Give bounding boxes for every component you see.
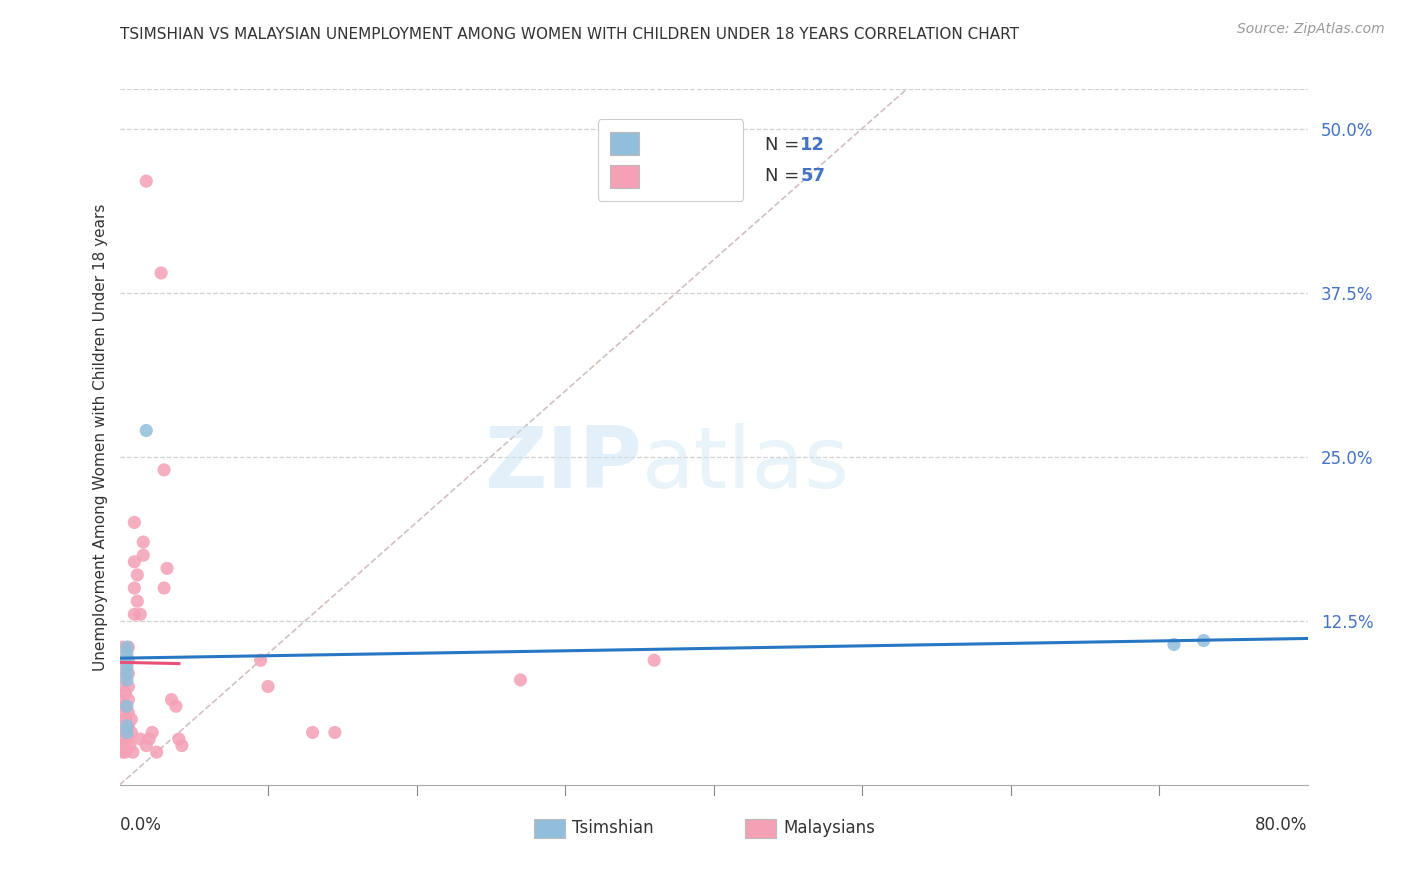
Point	[114, 745, 136, 759]
Point	[111, 653, 134, 667]
Point	[111, 739, 134, 753]
Point	[323, 725, 346, 739]
Point	[111, 731, 134, 746]
Point	[117, 666, 139, 681]
Point	[115, 673, 138, 687]
Point	[117, 680, 139, 694]
Point	[124, 607, 146, 622]
Point	[122, 745, 145, 759]
Text: TSIMSHIAN VS MALAYSIAN UNEMPLOYMENT AMONG WOMEN WITH CHILDREN UNDER 18 YEARS COR: TSIMSHIAN VS MALAYSIAN UNEMPLOYMENT AMON…	[120, 27, 1018, 42]
Point	[1192, 633, 1215, 648]
Text: 0.011: 0.011	[689, 136, 745, 153]
Text: Malaysians: Malaysians	[783, 819, 875, 837]
Text: 0.0%: 0.0%	[120, 816, 162, 834]
Point	[115, 719, 138, 733]
Point	[124, 555, 146, 569]
Point	[115, 660, 138, 674]
Text: N =: N =	[765, 136, 804, 153]
Point	[124, 516, 146, 530]
Point	[117, 640, 139, 654]
Point	[135, 739, 157, 753]
Point	[170, 739, 193, 753]
Point	[141, 725, 163, 739]
Text: R =: R =	[651, 136, 689, 153]
Point	[129, 607, 152, 622]
Point	[115, 699, 138, 714]
Point	[115, 647, 138, 661]
Point	[111, 640, 134, 654]
Point	[165, 699, 187, 714]
Point	[643, 653, 665, 667]
Point	[135, 174, 157, 188]
Point	[115, 725, 138, 739]
Point	[115, 640, 138, 654]
Point	[153, 581, 176, 595]
Point	[120, 725, 142, 739]
Point	[132, 535, 155, 549]
Text: 0.370: 0.370	[689, 167, 745, 186]
Point	[160, 692, 183, 706]
Legend:               ,               : ,	[598, 120, 744, 201]
Point	[117, 692, 139, 706]
Point	[127, 594, 149, 608]
Text: 57: 57	[800, 167, 825, 186]
Point	[153, 463, 176, 477]
Point	[120, 712, 142, 726]
Point	[117, 731, 139, 746]
Point	[132, 548, 155, 562]
Y-axis label: Unemployment Among Women with Children Under 18 years: Unemployment Among Women with Children U…	[93, 203, 108, 671]
Point	[111, 719, 134, 733]
Point	[114, 712, 136, 726]
Point	[111, 692, 134, 706]
Point	[115, 666, 138, 681]
Text: ZIP: ZIP	[485, 424, 643, 507]
Point	[127, 568, 149, 582]
Point	[1163, 638, 1185, 652]
Point	[145, 745, 167, 759]
Text: atlas: atlas	[643, 424, 851, 507]
Point	[129, 731, 152, 746]
Point	[135, 424, 157, 438]
Point	[114, 686, 136, 700]
Point	[114, 699, 136, 714]
Text: N =: N =	[765, 167, 804, 186]
Text: Source: ZipAtlas.com: Source: ZipAtlas.com	[1237, 22, 1385, 37]
Point	[117, 706, 139, 720]
Point	[114, 725, 136, 739]
Point	[115, 653, 138, 667]
Point	[117, 719, 139, 733]
Point	[124, 581, 146, 595]
Point	[117, 653, 139, 667]
Point	[249, 653, 271, 667]
Point	[118, 739, 141, 753]
Text: 80.0%: 80.0%	[1256, 816, 1308, 834]
Point	[167, 731, 190, 746]
Text: Tsimshian: Tsimshian	[572, 819, 654, 837]
Point	[150, 266, 173, 280]
Point	[111, 680, 134, 694]
Point	[111, 666, 134, 681]
Point	[111, 706, 134, 720]
Point	[156, 561, 179, 575]
Point	[509, 673, 531, 687]
Text: 12: 12	[800, 136, 825, 153]
Point	[138, 731, 160, 746]
Point	[257, 680, 280, 694]
Point	[111, 745, 134, 759]
Point	[301, 725, 323, 739]
Text: R =: R =	[651, 167, 689, 186]
